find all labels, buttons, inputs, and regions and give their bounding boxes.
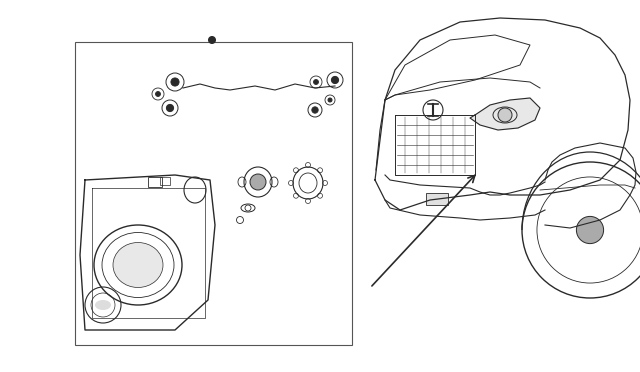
Polygon shape	[80, 175, 215, 330]
Circle shape	[498, 108, 512, 122]
Circle shape	[209, 36, 216, 44]
Text: 26010A: 26010A	[176, 19, 208, 28]
Circle shape	[312, 107, 318, 113]
Bar	[160, 177, 170, 185]
Text: 28474: 28474	[326, 173, 353, 183]
Text: R260002Q: R260002Q	[580, 356, 620, 365]
Text: 26011AA: 26011AA	[132, 173, 170, 183]
Ellipse shape	[113, 243, 163, 288]
Polygon shape	[385, 35, 530, 100]
Circle shape	[328, 98, 332, 102]
Text: 26025(RH): 26025(RH)	[230, 305, 275, 314]
Circle shape	[250, 174, 266, 190]
Text: 26011AB: 26011AB	[228, 158, 266, 167]
Polygon shape	[375, 18, 630, 210]
Bar	[148, 177, 162, 187]
Circle shape	[332, 76, 339, 84]
Bar	[75, 42, 352, 345]
Text: 26060(LH): 26060(LH)	[375, 263, 419, 273]
Text: 26010 (RH): 26010 (RH)	[375, 251, 423, 260]
Polygon shape	[470, 98, 540, 130]
Circle shape	[156, 92, 161, 96]
Text: (HOUSING): (HOUSING)	[230, 327, 276, 337]
Text: 2607B(LH): 2607B(LH)	[78, 206, 123, 215]
Bar	[426, 193, 448, 205]
Polygon shape	[395, 115, 475, 175]
Circle shape	[166, 105, 173, 112]
Circle shape	[314, 80, 319, 84]
Text: 26038N: 26038N	[248, 58, 281, 67]
Circle shape	[577, 217, 604, 244]
Text: 26028(RH): 26028(RH)	[78, 196, 124, 205]
Ellipse shape	[95, 300, 111, 310]
Text: 26010B: 26010B	[176, 32, 208, 41]
Circle shape	[171, 78, 179, 86]
Text: 26075(LH): 26075(LH)	[230, 317, 274, 326]
Text: 26011AB: 26011AB	[263, 203, 301, 212]
Text: 26297: 26297	[213, 224, 239, 232]
